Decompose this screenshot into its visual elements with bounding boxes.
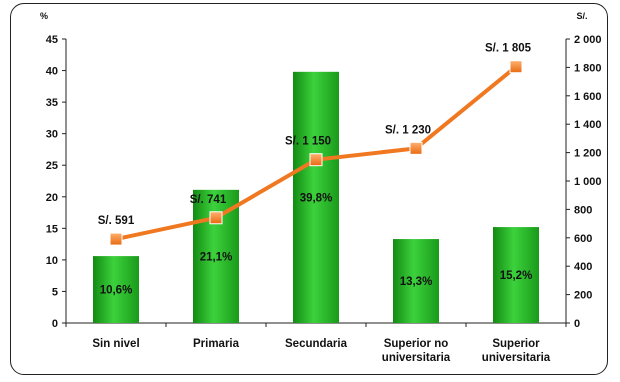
x-category-label-line: Superior no <box>384 338 449 350</box>
bar-value-label: 10,6% <box>100 285 133 297</box>
y-right-tick-label: 1 200 <box>574 148 602 160</box>
bar-value-label: 15,2% <box>500 270 533 282</box>
y-left-tick-label: 20 <box>46 192 58 204</box>
bar-value-label: 13,3% <box>400 276 433 288</box>
x-category-label-line: Primaria <box>193 338 240 350</box>
y-right-tick-label: 0 <box>574 318 580 330</box>
y-left-tick-label: 15 <box>46 223 58 235</box>
y-right-tick-label: 1 800 <box>574 62 602 74</box>
y-left-tick-label: 25 <box>46 160 58 172</box>
income-value-label: S/. 1 805 <box>485 43 532 55</box>
x-category-label-line: Secundaria <box>285 338 348 350</box>
y-left-tick-label: 0 <box>52 318 58 330</box>
y-left-tick-label: 30 <box>46 129 58 141</box>
y-right-tick-label: 600 <box>574 233 592 245</box>
bar <box>93 256 139 323</box>
bar <box>293 71 339 323</box>
y-left-tick-label: 35 <box>46 97 58 109</box>
income-value-label: S/. 1 150 <box>285 136 331 148</box>
bar <box>393 239 439 323</box>
y-right-unit: S/. <box>576 11 587 21</box>
y-right-tick-label: 400 <box>574 261 592 273</box>
income-point <box>509 60 523 74</box>
x-category-label-line: Sin nivel <box>92 338 139 350</box>
income-point <box>109 232 123 246</box>
x-category-label-line: universitaria <box>482 352 551 364</box>
income-point <box>209 211 223 225</box>
y-right-tick-label: 2 000 <box>574 34 602 46</box>
bar-value-label: 21,1% <box>200 251 233 263</box>
income-point <box>309 153 323 167</box>
y-right-tick-label: 1 600 <box>574 91 602 103</box>
x-category-label: Superior universitaria <box>482 338 551 364</box>
income-value-label: S/. 741 <box>190 194 227 206</box>
x-category-label: Secundaria <box>285 338 348 350</box>
x-category-label-line: universitaria <box>382 352 451 364</box>
y-left-tick-label: 40 <box>46 66 58 78</box>
y-right-tick-label: 1 400 <box>574 119 602 131</box>
y-right-tick-label: 1 000 <box>574 176 602 188</box>
y-right-tick-label: 200 <box>574 290 592 302</box>
y-left-tick-label: 5 <box>52 286 58 298</box>
x-category-label: Sin nivel <box>92 338 139 350</box>
x-category-label-line: Superior <box>492 338 540 350</box>
income-value-label: S/. 1 230 <box>385 124 431 136</box>
y-left-tick-label: 45 <box>46 34 58 46</box>
income-point <box>409 141 423 155</box>
income-value-label: S/. 591 <box>98 215 135 227</box>
bar <box>493 227 539 323</box>
x-category-label: Primaria <box>193 338 240 350</box>
y-left-unit: % <box>40 11 48 21</box>
x-category-label: Superior no universitaria <box>382 338 451 364</box>
y-right-tick-label: 800 <box>574 204 592 216</box>
bar-value-label: 39,8% <box>300 192 333 204</box>
y-left-tick-label: 10 <box>46 255 58 267</box>
